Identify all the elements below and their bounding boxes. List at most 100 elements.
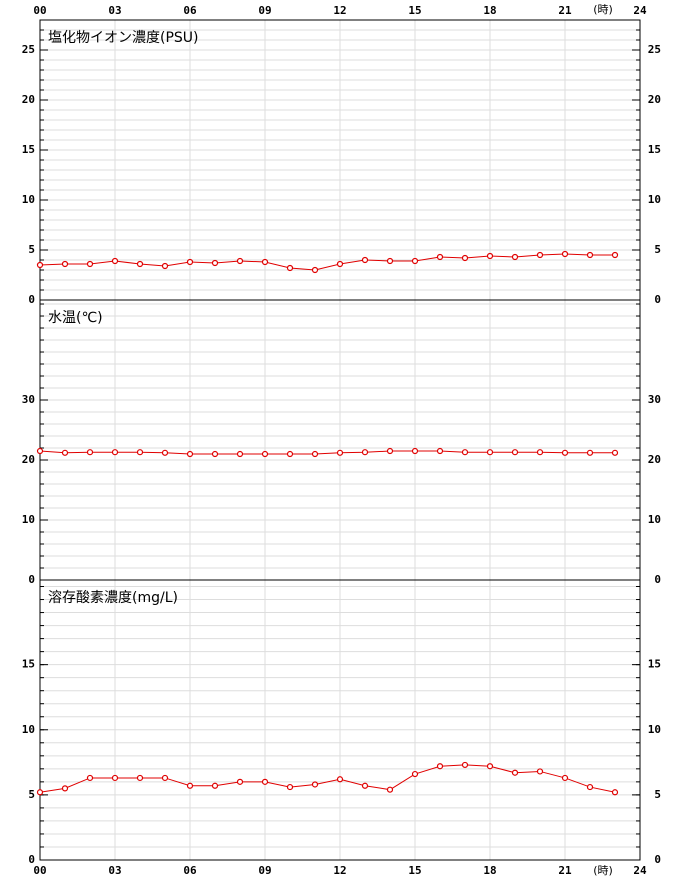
data-point	[186, 782, 194, 789]
y2-tick-label: 0	[654, 293, 661, 306]
y2-tick-label: 0	[654, 573, 661, 586]
data-point	[286, 450, 294, 458]
y2-tick-label: 0	[654, 853, 661, 866]
y-tick-label: 0	[28, 853, 35, 866]
y-tick-label: 25	[22, 43, 35, 56]
data-point	[486, 763, 494, 770]
y2-tick-label: 15	[648, 658, 661, 671]
x-tick-label: 06	[183, 864, 197, 877]
data-point	[111, 449, 119, 456]
data-point	[386, 786, 394, 793]
x-tick-label: 09	[258, 4, 271, 17]
x-tick-label: 03	[108, 864, 121, 877]
x-axis-unit: (時)	[593, 3, 613, 16]
y2-tick-label: 30	[648, 393, 661, 406]
data-point	[536, 251, 544, 259]
data-point	[561, 774, 569, 782]
data-point	[61, 785, 69, 792]
x-tick-label: 09	[258, 864, 271, 877]
x-tick-label: 15	[408, 4, 421, 17]
data-point	[36, 447, 44, 455]
data-point	[136, 774, 144, 782]
y2-tick-label: 10	[648, 513, 661, 526]
data-point	[336, 260, 344, 268]
y-tick-label: 10	[22, 513, 35, 526]
data-point	[261, 450, 269, 458]
panel-title: 塩化物イオン濃度(PSU)	[48, 30, 199, 46]
y-tick-label: 20	[22, 453, 35, 466]
data-point	[461, 449, 469, 456]
y2-tick-label: 25	[648, 43, 661, 56]
data-line	[39, 764, 616, 793]
data-point	[161, 262, 169, 270]
y-tick-label: 30	[22, 393, 35, 406]
data-point	[511, 253, 519, 261]
data-point	[511, 449, 519, 456]
y-tick-label: 0	[28, 573, 35, 586]
data-point	[136, 449, 144, 456]
data-point	[386, 447, 394, 455]
y2-tick-label: 10	[648, 723, 661, 736]
data-point	[586, 251, 594, 259]
data-point	[61, 260, 69, 268]
y2-tick-label: 15	[648, 143, 661, 156]
data-point	[536, 768, 544, 775]
x-tick-label: 03	[108, 4, 121, 17]
x-tick-label: 06	[183, 4, 197, 17]
y2-tick-label: 20	[648, 453, 661, 466]
data-point	[436, 763, 444, 770]
data-point	[36, 261, 44, 269]
data-point	[336, 449, 344, 456]
data-point	[536, 449, 544, 456]
data-point	[236, 257, 244, 265]
data-point	[261, 258, 269, 266]
x-tick-label: 21	[558, 864, 572, 877]
data-point	[611, 789, 619, 796]
data-point	[111, 257, 119, 265]
data-point	[61, 449, 69, 456]
data-point	[286, 264, 294, 272]
data-point	[611, 449, 619, 456]
y-tick-label: 15	[22, 658, 35, 671]
data-point	[511, 769, 519, 776]
data-point	[236, 778, 244, 785]
x-tick-label: 15	[408, 864, 421, 877]
x-tick-label: 00	[33, 4, 46, 17]
data-point	[336, 776, 344, 783]
x-tick-label: 12	[333, 4, 346, 17]
data-point	[186, 258, 194, 266]
panel-title: 溶存酸素濃度(mg/L)	[48, 590, 178, 606]
data-point	[211, 259, 219, 267]
data-point	[411, 770, 419, 778]
y-tick-label: 5	[28, 788, 35, 801]
y2-tick-label: 10	[648, 193, 661, 206]
data-point	[361, 782, 369, 789]
data-point	[461, 761, 469, 769]
panel-border	[39, 579, 641, 861]
data-point	[411, 447, 419, 455]
data-line	[39, 253, 615, 271]
y2-tick-label: 20	[648, 93, 661, 106]
data-point	[436, 253, 444, 261]
data-point	[161, 449, 169, 456]
y2-tick-label: 5	[654, 243, 661, 256]
data-point	[411, 257, 419, 265]
data-point	[211, 782, 219, 789]
y-tick-label: 20	[22, 93, 35, 106]
x-axis-unit: (時)	[593, 864, 613, 877]
x-tick-label: 24	[633, 4, 647, 17]
data-point	[236, 450, 244, 458]
data-point	[486, 449, 494, 456]
x-tick-label: 18	[483, 864, 496, 877]
y-tick-label: 10	[22, 723, 35, 736]
data-point	[561, 449, 569, 456]
data-point	[186, 450, 194, 458]
data-point	[461, 254, 469, 262]
data-point	[261, 778, 269, 785]
y2-tick-label: 5	[654, 788, 661, 801]
y-tick-label: 10	[22, 193, 35, 206]
data-point	[586, 783, 594, 791]
data-point	[311, 450, 319, 458]
data-point	[86, 260, 94, 268]
